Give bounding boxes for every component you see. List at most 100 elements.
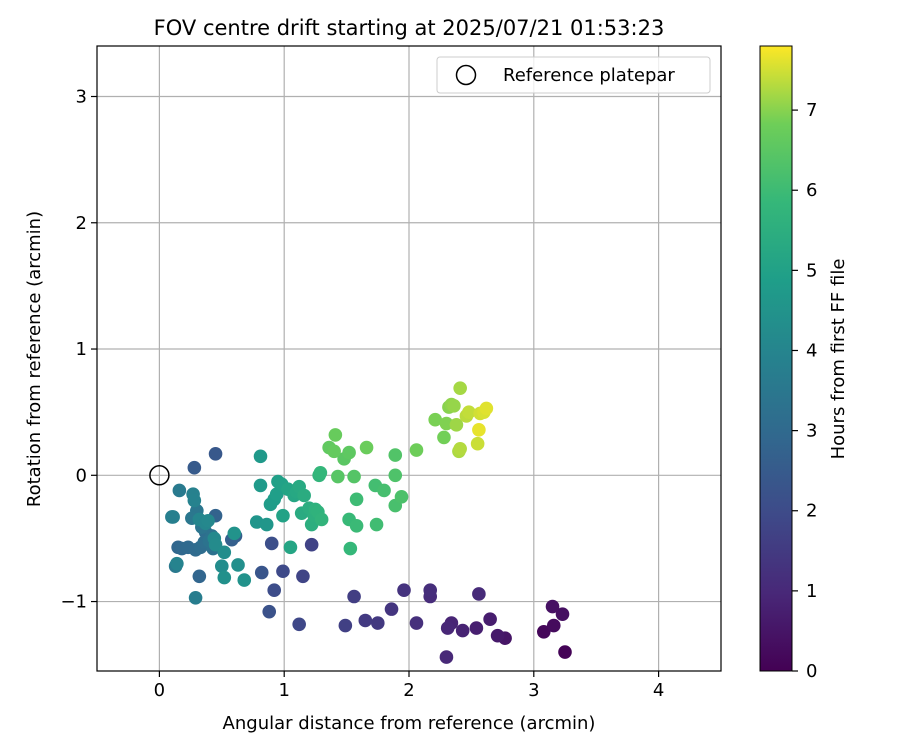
data-point: [262, 604, 277, 619]
data-point: [237, 573, 252, 587]
data-point: [276, 564, 290, 579]
data-point: [371, 616, 385, 630]
y-axis-ticks: −1 0 1 2 3: [60, 87, 97, 613]
gridlines: [97, 46, 721, 671]
x-tick-label: 1: [278, 680, 289, 701]
data-point: [470, 436, 485, 451]
legend-open-circle-icon: [455, 64, 477, 86]
data-point: [276, 508, 290, 523]
data-point: [192, 569, 207, 584]
data-point: [388, 448, 403, 462]
data-point: [187, 460, 202, 475]
data-point: [215, 559, 229, 574]
data-point: [479, 401, 494, 416]
data-point: [409, 616, 424, 630]
data-point: [469, 621, 484, 635]
data-point: [359, 440, 374, 455]
data-point: [555, 607, 570, 621]
data-point: [187, 493, 202, 508]
data-point: [447, 399, 461, 413]
colorbar: 0 1 2 3 4 5 6 7 Hours from first FF file: [759, 45, 849, 682]
data-point: [428, 412, 443, 427]
data-point: [188, 590, 203, 605]
data-point: [490, 628, 505, 643]
data-point: [253, 449, 268, 464]
data-point: [208, 447, 223, 461]
colorbar-gradient: [759, 45, 793, 672]
colorbar-ticks: 0 1 2 3 4 5 6 7: [792, 100, 817, 682]
data-point: [437, 430, 451, 445]
data-point: [313, 465, 328, 480]
data-point: [227, 526, 242, 541]
data-point: [394, 489, 409, 504]
data-point: [201, 513, 215, 528]
data-point: [545, 599, 560, 614]
data-point: [536, 625, 551, 639]
legend: Reference platepar: [436, 56, 711, 94]
data-point: [558, 645, 572, 659]
data-point: [483, 612, 497, 627]
x-tick-label: 0: [154, 680, 165, 701]
data-point: [296, 569, 310, 584]
x-tick-label: 3: [528, 680, 539, 701]
data-point: [440, 621, 455, 635]
data-point: [453, 381, 467, 395]
y-tick-label: 2: [76, 213, 87, 234]
data-points: [165, 381, 572, 664]
data-point: [331, 469, 345, 484]
data-point: [439, 650, 454, 664]
data-point: [297, 488, 311, 503]
colorbar-label: Hours from first FF file: [828, 259, 849, 460]
reference-platepar-marker: [149, 465, 170, 486]
data-point: [172, 483, 187, 498]
data-point: [349, 492, 364, 507]
data-point: [347, 589, 361, 604]
x-tick-label: 4: [653, 680, 664, 701]
colorbar-tick-label: 4: [806, 340, 817, 361]
data-point: [327, 444, 341, 459]
data-point: [455, 623, 470, 638]
data-point: [384, 602, 399, 616]
chart-title: FOV centre drift starting at 2025/07/21 …: [154, 16, 665, 40]
data-point: [472, 423, 486, 437]
colorbar-tick-label: 5: [806, 260, 817, 281]
data-point: [439, 416, 454, 431]
data-point: [342, 445, 356, 460]
data-point: [283, 540, 298, 555]
data-point: [217, 570, 232, 585]
data-point: [423, 583, 438, 597]
data-point: [231, 558, 245, 572]
reference-marker-group: [149, 465, 170, 486]
data-point: [166, 510, 180, 524]
colorbar-tick-label: 3: [806, 421, 817, 442]
data-point: [254, 565, 269, 580]
data-point: [264, 536, 279, 551]
data-point: [349, 518, 364, 533]
data-point: [472, 587, 486, 601]
x-axis-label: Angular distance from reference (arcmin): [223, 713, 596, 734]
data-point: [397, 583, 411, 597]
data-point: [304, 537, 319, 552]
x-tick-label: 2: [403, 680, 414, 701]
y-tick-label: 0: [76, 465, 87, 486]
colorbar-tick-label: 6: [806, 180, 817, 201]
colorbar-tick-label: 2: [806, 501, 817, 522]
data-point: [343, 541, 358, 556]
data-point: [217, 545, 232, 560]
data-point: [314, 512, 329, 527]
colorbar-tick-label: 1: [806, 581, 817, 602]
data-point: [462, 405, 476, 419]
colorbar-tick-label: 7: [806, 100, 817, 121]
legend-box: [436, 56, 711, 94]
data-point: [267, 583, 282, 597]
data-point: [328, 428, 343, 442]
data-point: [388, 468, 403, 483]
y-tick-label: −1: [60, 592, 87, 613]
legend-label-reference-platepar: Reference platepar: [503, 65, 675, 86]
data-point: [377, 483, 391, 498]
data-point: [347, 469, 361, 484]
data-point: [253, 478, 268, 493]
data-point: [170, 556, 184, 571]
data-point: [358, 613, 373, 628]
